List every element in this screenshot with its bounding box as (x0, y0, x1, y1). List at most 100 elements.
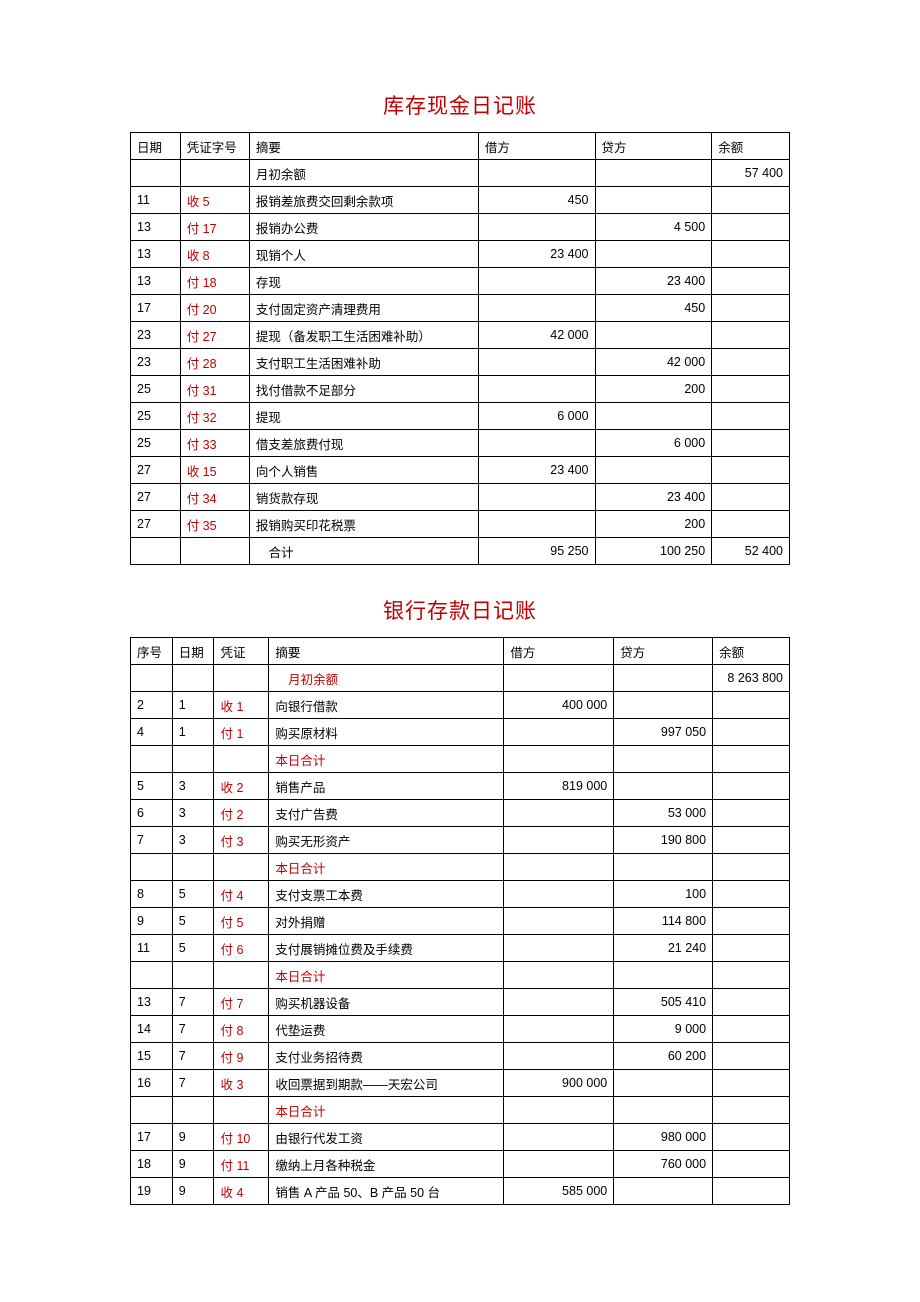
table-row: 25付 33借支差旅费付现6 000 (131, 430, 790, 457)
cell-debit: 23 400 (478, 457, 595, 484)
cell-seq: 2 (131, 692, 173, 719)
cell-credit (614, 1178, 713, 1205)
cell-debit (478, 214, 595, 241)
cell-credit: 4 500 (595, 214, 712, 241)
cell-date (172, 854, 214, 881)
cell-voucher: 付 10 (214, 1124, 269, 1151)
cell-balance (713, 827, 790, 854)
cell-seq (131, 1097, 173, 1124)
cell-balance (712, 430, 790, 457)
table-row: 73付 3购买无形资产190 800 (131, 827, 790, 854)
col-debit: 借方 (478, 133, 595, 160)
cell-debit (478, 295, 595, 322)
cell-voucher: 付 27 (180, 322, 249, 349)
cell-credit (595, 187, 712, 214)
cell-date: 3 (172, 827, 214, 854)
cell-date: 9 (172, 1124, 214, 1151)
cell-credit (614, 1097, 713, 1124)
cell-seq: 8 (131, 881, 173, 908)
col-summary: 摘要 (269, 638, 504, 665)
table-row: 13收 8现销个人23 400 (131, 241, 790, 268)
cell-date: 9 (172, 1151, 214, 1178)
cell-date: 3 (172, 800, 214, 827)
table-row: 17付 20支付固定资产清理费用450 (131, 295, 790, 322)
cell-date: 3 (172, 773, 214, 800)
cell-balance (713, 935, 790, 962)
cell-debit: 450 (478, 187, 595, 214)
cell-seq: 16 (131, 1070, 173, 1097)
cell-voucher: 付 33 (180, 430, 249, 457)
table-row: 157付 9支付业务招待费60 200 (131, 1043, 790, 1070)
cell-voucher: 付 4 (214, 881, 269, 908)
cell-date (131, 160, 181, 187)
cell-credit: 505 410 (614, 989, 713, 1016)
cell-voucher: 付 20 (180, 295, 249, 322)
cell-debit (504, 1124, 614, 1151)
cell-balance: 8 263 800 (713, 665, 790, 692)
col-date: 日期 (131, 133, 181, 160)
table-row: 53收 2销售产品819 000 (131, 773, 790, 800)
table-row: 月初余额8 263 800 (131, 665, 790, 692)
cell-seq: 5 (131, 773, 173, 800)
cell-debit (504, 746, 614, 773)
cell-voucher: 付 28 (180, 349, 249, 376)
cell-summary: 向银行借款 (269, 692, 504, 719)
cell-credit: 53 000 (614, 800, 713, 827)
table-header-row: 日期 凭证字号 摘要 借方 贷方 余额 (131, 133, 790, 160)
cell-date: 25 (131, 430, 181, 457)
cell-seq: 18 (131, 1151, 173, 1178)
cell-voucher: 付 2 (214, 800, 269, 827)
cell-debit (478, 376, 595, 403)
cell-date: 1 (172, 692, 214, 719)
cell-date: 1 (172, 719, 214, 746)
cell-balance (713, 881, 790, 908)
cell-credit (595, 403, 712, 430)
cell-credit: 21 240 (614, 935, 713, 962)
cell-credit: 200 (595, 511, 712, 538)
cell-date: 25 (131, 403, 181, 430)
cell-balance (712, 403, 790, 430)
cell-balance (713, 1043, 790, 1070)
cell-summary: 缴纳上月各种税金 (269, 1151, 504, 1178)
cell-credit: 100 (614, 881, 713, 908)
cell-voucher (214, 854, 269, 881)
cell-summary: 支付业务招待费 (269, 1043, 504, 1070)
table-row: 合计95 250100 25052 400 (131, 538, 790, 565)
cell-balance (712, 457, 790, 484)
cell-debit: 95 250 (478, 538, 595, 565)
cell-balance (713, 800, 790, 827)
cell-debit: 6 000 (478, 403, 595, 430)
cell-credit: 60 200 (614, 1043, 713, 1070)
cell-summary: 合计 (249, 538, 478, 565)
cell-debit: 900 000 (504, 1070, 614, 1097)
cell-debit (504, 1151, 614, 1178)
cell-credit (614, 1070, 713, 1097)
cell-voucher: 收 8 (180, 241, 249, 268)
bank-journal-title: 银行存款日记账 (130, 595, 790, 625)
col-voucher: 凭证字号 (180, 133, 249, 160)
cell-balance (712, 214, 790, 241)
cell-balance (712, 322, 790, 349)
cell-balance (712, 241, 790, 268)
cell-summary: 本日合计 (269, 962, 504, 989)
table-row: 27付 35报销购买印花税票200 (131, 511, 790, 538)
cell-voucher: 付 18 (180, 268, 249, 295)
cell-debit (504, 1016, 614, 1043)
cell-credit: 6 000 (595, 430, 712, 457)
table-row: 167收 3收回票据到期款——天宏公司900 000 (131, 1070, 790, 1097)
table-row: 41付 1购买原材料997 050 (131, 719, 790, 746)
cell-voucher: 付 7 (214, 989, 269, 1016)
cell-date (172, 665, 214, 692)
table-row: 本日合计 (131, 1097, 790, 1124)
cell-seq: 11 (131, 935, 173, 962)
cell-voucher: 付 3 (214, 827, 269, 854)
cell-date: 7 (172, 989, 214, 1016)
cell-summary: 向个人销售 (249, 457, 478, 484)
table-row: 115付 6支付展销摊位费及手续费21 240 (131, 935, 790, 962)
cell-date: 27 (131, 457, 181, 484)
cell-debit (504, 719, 614, 746)
cell-credit: 450 (595, 295, 712, 322)
cell-debit (504, 908, 614, 935)
cell-seq: 19 (131, 1178, 173, 1205)
cell-debit (504, 800, 614, 827)
